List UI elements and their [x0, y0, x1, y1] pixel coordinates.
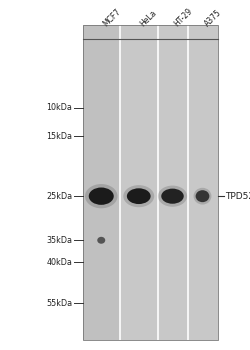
Text: 35kDa: 35kDa	[46, 236, 72, 245]
Text: 55kDa: 55kDa	[46, 299, 72, 308]
Ellipse shape	[196, 190, 209, 202]
Bar	[120, 25, 218, 339]
Text: 10kDa: 10kDa	[47, 104, 72, 112]
Ellipse shape	[97, 237, 105, 244]
Text: HT-29: HT-29	[172, 6, 195, 28]
Ellipse shape	[123, 185, 154, 207]
Ellipse shape	[194, 188, 212, 204]
Text: 25kDa: 25kDa	[46, 192, 72, 201]
Ellipse shape	[127, 188, 150, 204]
Text: A375: A375	[202, 8, 223, 28]
Ellipse shape	[161, 189, 184, 204]
Ellipse shape	[89, 188, 114, 205]
Text: HeLa: HeLa	[139, 8, 159, 28]
Ellipse shape	[85, 184, 117, 208]
Text: MCF7: MCF7	[101, 7, 122, 28]
Bar	[82, 25, 120, 339]
Text: TPD52: TPD52	[225, 192, 250, 201]
Bar	[82, 25, 218, 339]
Text: 40kDa: 40kDa	[47, 258, 72, 267]
Ellipse shape	[158, 186, 187, 207]
Text: 15kDa: 15kDa	[46, 132, 72, 141]
